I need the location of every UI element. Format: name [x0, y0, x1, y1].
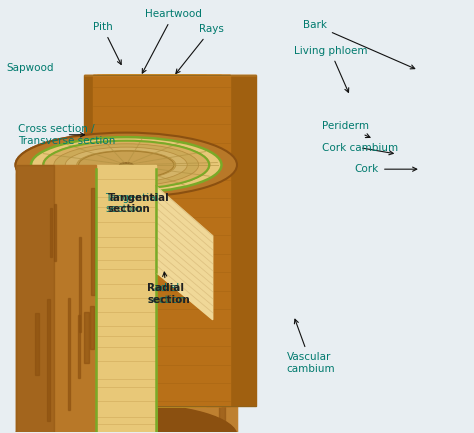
Bar — [46, 299, 51, 338]
Text: Tangential
section: Tangential section — [105, 193, 159, 214]
Bar — [150, 218, 153, 287]
Ellipse shape — [119, 163, 133, 167]
Bar — [55, 204, 56, 261]
Polygon shape — [84, 74, 256, 406]
Bar — [68, 297, 70, 410]
Polygon shape — [97, 74, 220, 406]
Ellipse shape — [43, 140, 210, 189]
Bar — [146, 197, 148, 302]
Polygon shape — [16, 165, 55, 433]
Bar — [136, 229, 141, 375]
Text: Pith: Pith — [93, 22, 121, 65]
Polygon shape — [96, 165, 156, 433]
Bar — [53, 222, 58, 263]
Bar — [78, 315, 80, 378]
Polygon shape — [16, 165, 237, 433]
Ellipse shape — [77, 150, 176, 179]
Ellipse shape — [54, 144, 199, 186]
Ellipse shape — [16, 132, 237, 197]
Bar — [197, 235, 199, 291]
Bar — [148, 348, 153, 385]
Bar — [219, 391, 225, 433]
Text: Radial
section: Radial section — [147, 272, 185, 305]
Polygon shape — [182, 174, 237, 433]
Ellipse shape — [54, 144, 199, 186]
Bar — [90, 306, 94, 349]
Bar — [80, 310, 85, 361]
Bar — [47, 299, 50, 421]
Polygon shape — [97, 74, 220, 406]
Polygon shape — [107, 74, 190, 406]
Text: Vascular
cambium: Vascular cambium — [286, 319, 335, 374]
Polygon shape — [106, 74, 195, 406]
Ellipse shape — [43, 140, 210, 189]
Bar — [50, 208, 52, 256]
Ellipse shape — [31, 137, 221, 193]
Bar — [79, 237, 81, 333]
Text: Rays: Rays — [176, 24, 224, 74]
Bar — [91, 188, 95, 295]
Ellipse shape — [96, 137, 156, 193]
Bar — [39, 231, 42, 271]
Ellipse shape — [79, 151, 174, 179]
Text: Cork cambium: Cork cambium — [322, 142, 398, 155]
Ellipse shape — [16, 404, 237, 433]
Bar — [36, 411, 38, 433]
Ellipse shape — [65, 147, 187, 183]
Polygon shape — [156, 197, 218, 328]
Polygon shape — [156, 186, 213, 320]
Bar — [100, 403, 104, 433]
Text: Heartwood: Heartwood — [142, 9, 202, 73]
Ellipse shape — [90, 154, 163, 175]
Ellipse shape — [79, 151, 174, 179]
Bar — [85, 306, 87, 391]
Bar — [117, 365, 120, 423]
Text: Tangential
section: Tangential section — [108, 193, 169, 214]
Polygon shape — [16, 174, 60, 433]
Polygon shape — [107, 74, 190, 406]
Ellipse shape — [31, 137, 221, 193]
Bar — [203, 329, 205, 401]
Ellipse shape — [65, 147, 187, 183]
Text: Sapwood: Sapwood — [6, 63, 54, 73]
Ellipse shape — [119, 163, 133, 167]
Polygon shape — [16, 165, 96, 433]
Text: Radial
section: Radial section — [147, 283, 190, 305]
Text: Cross section /
Transverse section: Cross section / Transverse section — [18, 124, 115, 145]
Polygon shape — [110, 74, 183, 406]
Bar — [85, 209, 88, 323]
Text: Cork: Cork — [355, 164, 417, 174]
Bar — [184, 203, 186, 279]
Ellipse shape — [77, 150, 176, 179]
Text: Periderm: Periderm — [322, 121, 370, 138]
Bar — [34, 403, 39, 433]
Text: Living phloem: Living phloem — [293, 46, 367, 92]
Text: Bark: Bark — [303, 20, 415, 69]
Bar — [86, 261, 91, 380]
Polygon shape — [101, 74, 206, 406]
Bar — [21, 372, 26, 433]
Polygon shape — [96, 165, 156, 433]
Polygon shape — [93, 74, 230, 406]
Polygon shape — [93, 74, 230, 406]
Ellipse shape — [90, 154, 163, 175]
Bar — [36, 313, 39, 375]
Polygon shape — [106, 74, 195, 406]
Bar — [84, 312, 89, 362]
Polygon shape — [101, 74, 206, 406]
Ellipse shape — [16, 132, 237, 197]
Bar — [75, 337, 79, 408]
Bar — [103, 248, 106, 379]
